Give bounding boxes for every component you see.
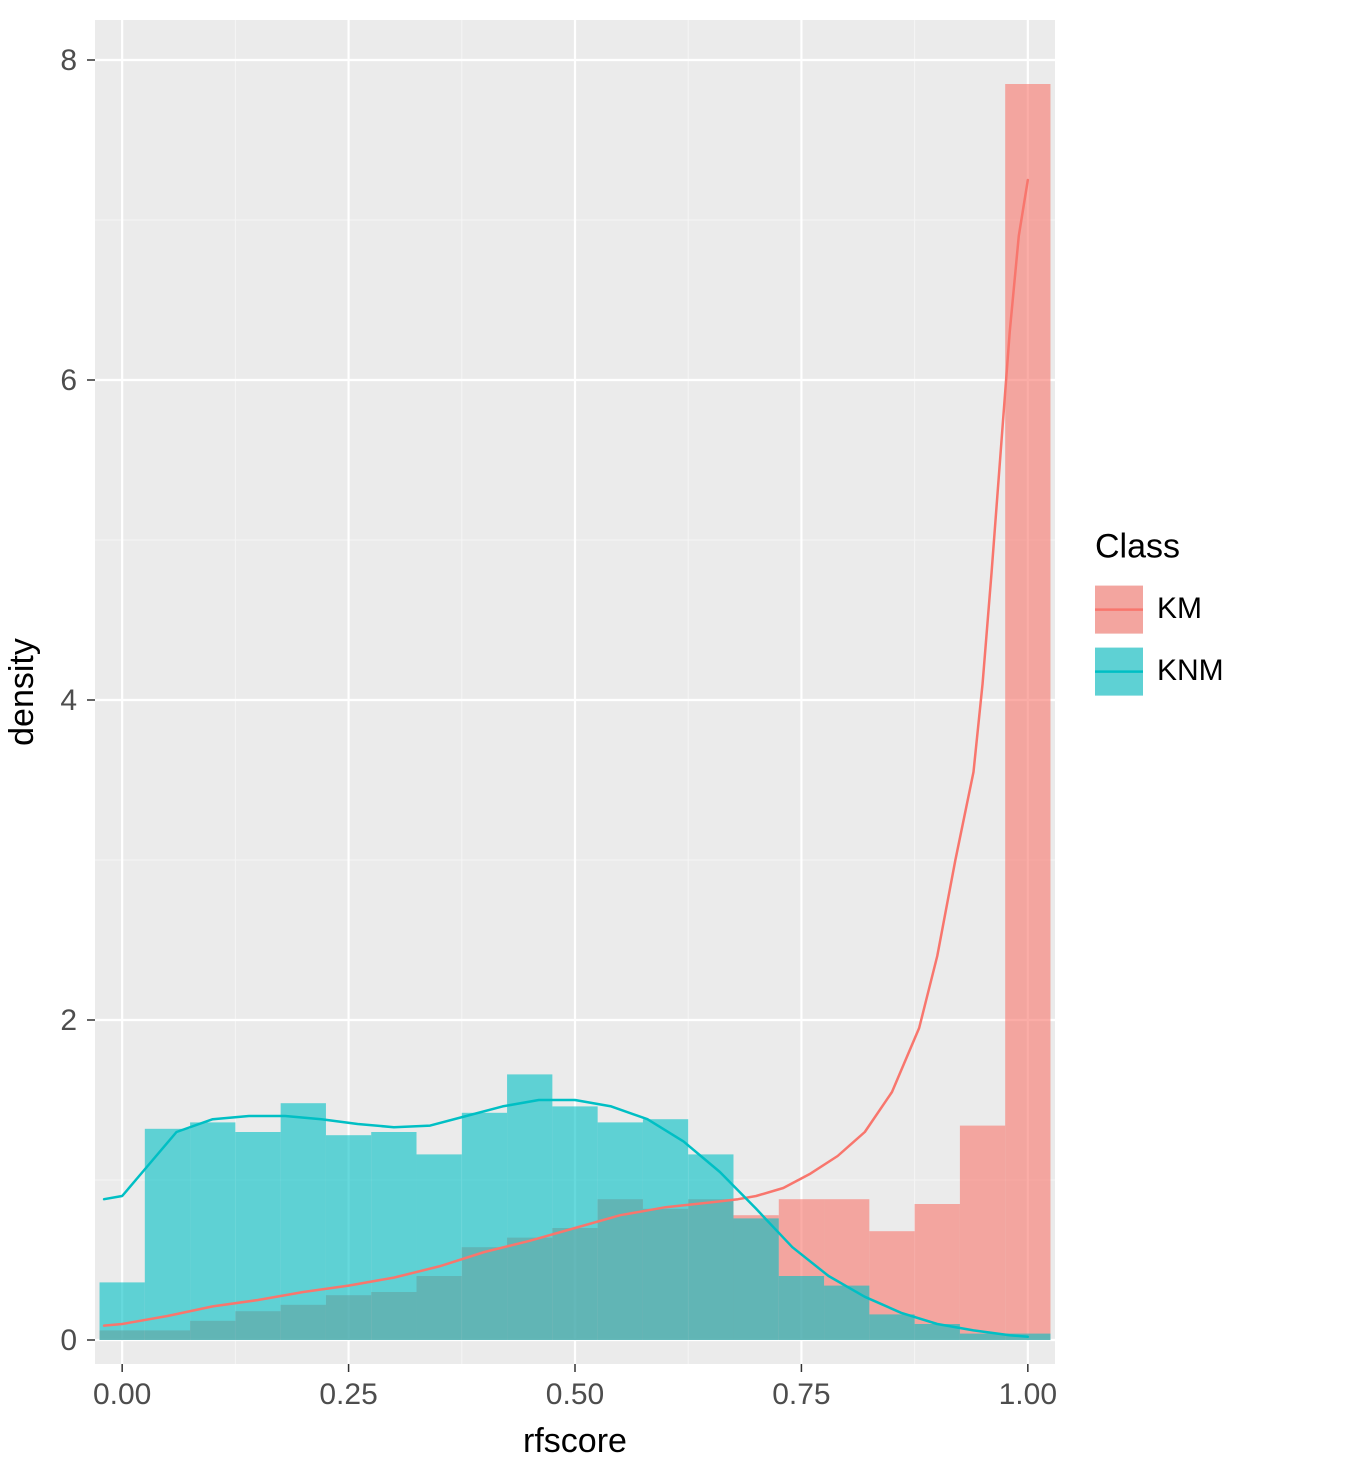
bar-KNM	[869, 1314, 914, 1340]
bar-KNM	[824, 1286, 869, 1340]
y-tick-label: 0	[60, 1324, 77, 1357]
bar-KNM	[643, 1119, 688, 1340]
density-histogram-chart: 0.00 0.25 0.50 0.75 1.00 0 2 4 6 8 rfscore density C…	[0, 0, 1365, 1484]
bar-KM	[960, 1126, 1005, 1340]
x-tick-label: 0.25	[319, 1378, 377, 1411]
bar-KNM	[688, 1154, 733, 1340]
bar-KNM	[598, 1122, 643, 1340]
bar-KNM	[326, 1135, 371, 1340]
bar-KM	[1005, 84, 1050, 1340]
y-axis-title: density	[3, 638, 41, 746]
bar-KNM	[281, 1103, 326, 1340]
bar-KNM	[779, 1276, 824, 1340]
bar-KNM	[371, 1132, 416, 1340]
x-tick-label: 0.50	[546, 1378, 604, 1411]
x-tick-label: 0.75	[772, 1378, 830, 1411]
chart-container: 0.00 0.25 0.50 0.75 1.00 0 2 4 6 8 rfscore density C…	[0, 0, 1365, 1484]
bar-KNM	[100, 1282, 145, 1340]
bar-KNM	[235, 1132, 280, 1340]
x-tick-label: 0.00	[93, 1378, 151, 1411]
legend-label-KNM: KNM	[1157, 654, 1224, 687]
bar-KNM	[507, 1074, 552, 1340]
x-axis-title: rfscore	[523, 1422, 627, 1460]
y-tick-label: 4	[60, 684, 77, 717]
y-tick-label: 2	[60, 1004, 77, 1037]
bar-KNM	[733, 1218, 778, 1340]
y-tick-label: 6	[60, 364, 77, 397]
x-tick-label: 1.00	[999, 1378, 1057, 1411]
bar-KNM	[417, 1154, 462, 1340]
legend-label-KM: KM	[1157, 592, 1202, 625]
bar-KNM	[462, 1113, 507, 1340]
legend-title: Class	[1095, 528, 1180, 566]
y-tick-label: 8	[60, 44, 77, 77]
